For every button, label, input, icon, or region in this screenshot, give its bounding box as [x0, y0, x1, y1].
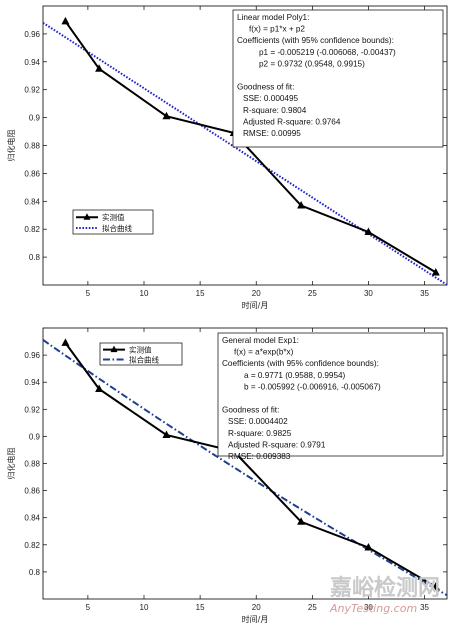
x-tick-label: 15 [196, 603, 205, 612]
fit-results-line: f(x) = a*exp(b*x) [234, 348, 294, 357]
measured-point [364, 543, 373, 551]
y-tick-label: 0.82 [24, 541, 40, 550]
y-tick-label: 0.8 [29, 568, 41, 577]
fit-curve-line [42, 338, 448, 597]
x-axis-label: 时间/月 [242, 300, 269, 310]
y-tick-label: 0.88 [24, 142, 40, 151]
measured-point [61, 338, 70, 346]
fit-results-line: R-square: 0.9825 [228, 429, 292, 438]
fit-results-line: SSE: 0.000495 [243, 94, 299, 103]
measured-point [364, 227, 373, 235]
measured-point [95, 64, 104, 72]
x-tick-label: 30 [364, 289, 373, 298]
y-tick-label: 0.86 [24, 169, 40, 178]
x-tick-label: 25 [308, 289, 317, 298]
x-axis-label: 时间/月 [242, 614, 269, 624]
fit-results-line: Goodness of fit: [237, 83, 294, 92]
x-tick-label: 10 [140, 603, 149, 612]
legend-label-measured: 实测值 [102, 212, 125, 222]
y-axis-label: 归化电阻 [6, 448, 16, 480]
x-tick-label: 5 [86, 289, 91, 298]
chart-linear-fit: 5 10 15 20 25 30 35 0.8 0.82 0.84 0.86 0.88 0.9 0.92 0… [6, 5, 448, 310]
fit-results-line: p1 = -0.005219 (-0.006068, -0.00437) [259, 48, 396, 57]
y-tick-label: 0.84 [24, 197, 40, 206]
fit-results-frame [232, 9, 444, 148]
measured-point [431, 267, 440, 276]
y-tick-label: 0.9 [29, 114, 41, 123]
y-tick-label: 0.94 [24, 58, 40, 67]
legend-label-fit: 拟合曲线 [102, 223, 132, 233]
x-tick-label: 5 [86, 603, 91, 612]
fit-results-box: General model Exp1: f(x) = a*exp(b*x) Coef… [217, 332, 444, 461]
fit-results-line: b = -0.005992 (-0.006916, -0.005067) [244, 382, 381, 391]
fit-results-line: General model Exp1: [222, 336, 299, 345]
x-tick-label: 30 [364, 603, 373, 612]
fit-results-line: Coefficients (with 95% confidence bounds… [222, 359, 379, 368]
legend-marker-measured [110, 345, 118, 353]
fit-results-frame [217, 332, 444, 457]
measured-point [431, 582, 440, 590]
fit-results-line: Linear model Poly1: [237, 13, 309, 22]
x-tick-label: 10 [140, 289, 149, 298]
y-tick-label: 0.92 [24, 86, 40, 95]
measured-point [297, 200, 306, 209]
fit-results-line: f(x) = p1*x + p2 [249, 25, 305, 34]
fit-results-line: R-square: 0.9804 [243, 106, 307, 115]
measured-point [61, 16, 70, 25]
x-tick-label: 20 [252, 603, 261, 612]
watermark-en: AnyTesting.com [329, 602, 417, 615]
measured-point [162, 430, 171, 439]
measured-point [297, 517, 306, 525]
legend-label-fit: 拟合曲线 [129, 355, 159, 365]
fit-results-line: RMSE: 0.00995 [243, 129, 301, 138]
legend-label-measured: 实测值 [129, 345, 152, 355]
fit-results-line: a = 0.9771 (0.9588, 0.9954) [244, 371, 346, 380]
fit-results-line: RMSE: 0.009383 [228, 452, 291, 461]
y-tick-label: 0.9 [29, 432, 41, 441]
measured-point [162, 111, 171, 120]
y-tick-label: 0.94 [24, 378, 40, 387]
x-tick-label: 25 [308, 603, 317, 612]
x-tick-label: 15 [196, 289, 205, 298]
legend-marker-measured [83, 213, 91, 220]
legend-frame [72, 209, 154, 235]
y-tick-label: 0.84 [24, 514, 40, 523]
fit-results-line: Adjusted R-square: 0.9791 [228, 440, 326, 449]
x-tick-label: 20 [252, 289, 261, 298]
watermark: 嘉峪检测网 AnyTesting.com [329, 575, 440, 615]
fit-results-line: Goodness of fit: [222, 406, 279, 415]
y-tick-label: 0.86 [24, 487, 40, 496]
x-tick-label: 35 [420, 603, 429, 612]
fit-results-box: Linear model Poly1: f(x) = p1*x + p2 Coeff… [232, 9, 444, 148]
measured-point [95, 384, 104, 392]
y-tick-label: 0.88 [24, 460, 40, 469]
watermark-cn: 嘉峪检测网 [330, 575, 440, 601]
fit-results-line: Adjusted R-square: 0.9764 [243, 117, 341, 126]
y-axis-label: 归化电阻 [6, 130, 16, 162]
x-tick-label: 35 [420, 289, 429, 298]
y-tick-label: 0.82 [24, 225, 40, 234]
y-tick-label: 0.96 [24, 30, 40, 39]
chart-exponential-fit: 5 10 15 20 25 30 35 0.8 0.82 0.84 0.86 0.88 0.9 0.92 0… [6, 327, 448, 624]
y-tick-label: 0.8 [29, 253, 41, 262]
y-tick-label: 0.96 [24, 351, 40, 360]
y-tick-label: 0.92 [24, 405, 40, 414]
fit-results-line: Coefficients (with 95% confidence bounds… [237, 36, 394, 45]
fit-results-line: p2 = 0.9732 (0.9548, 0.9915) [259, 59, 365, 68]
fit-curve-line [42, 21, 448, 286]
fit-results-line: SSE: 0.0004402 [228, 417, 288, 426]
